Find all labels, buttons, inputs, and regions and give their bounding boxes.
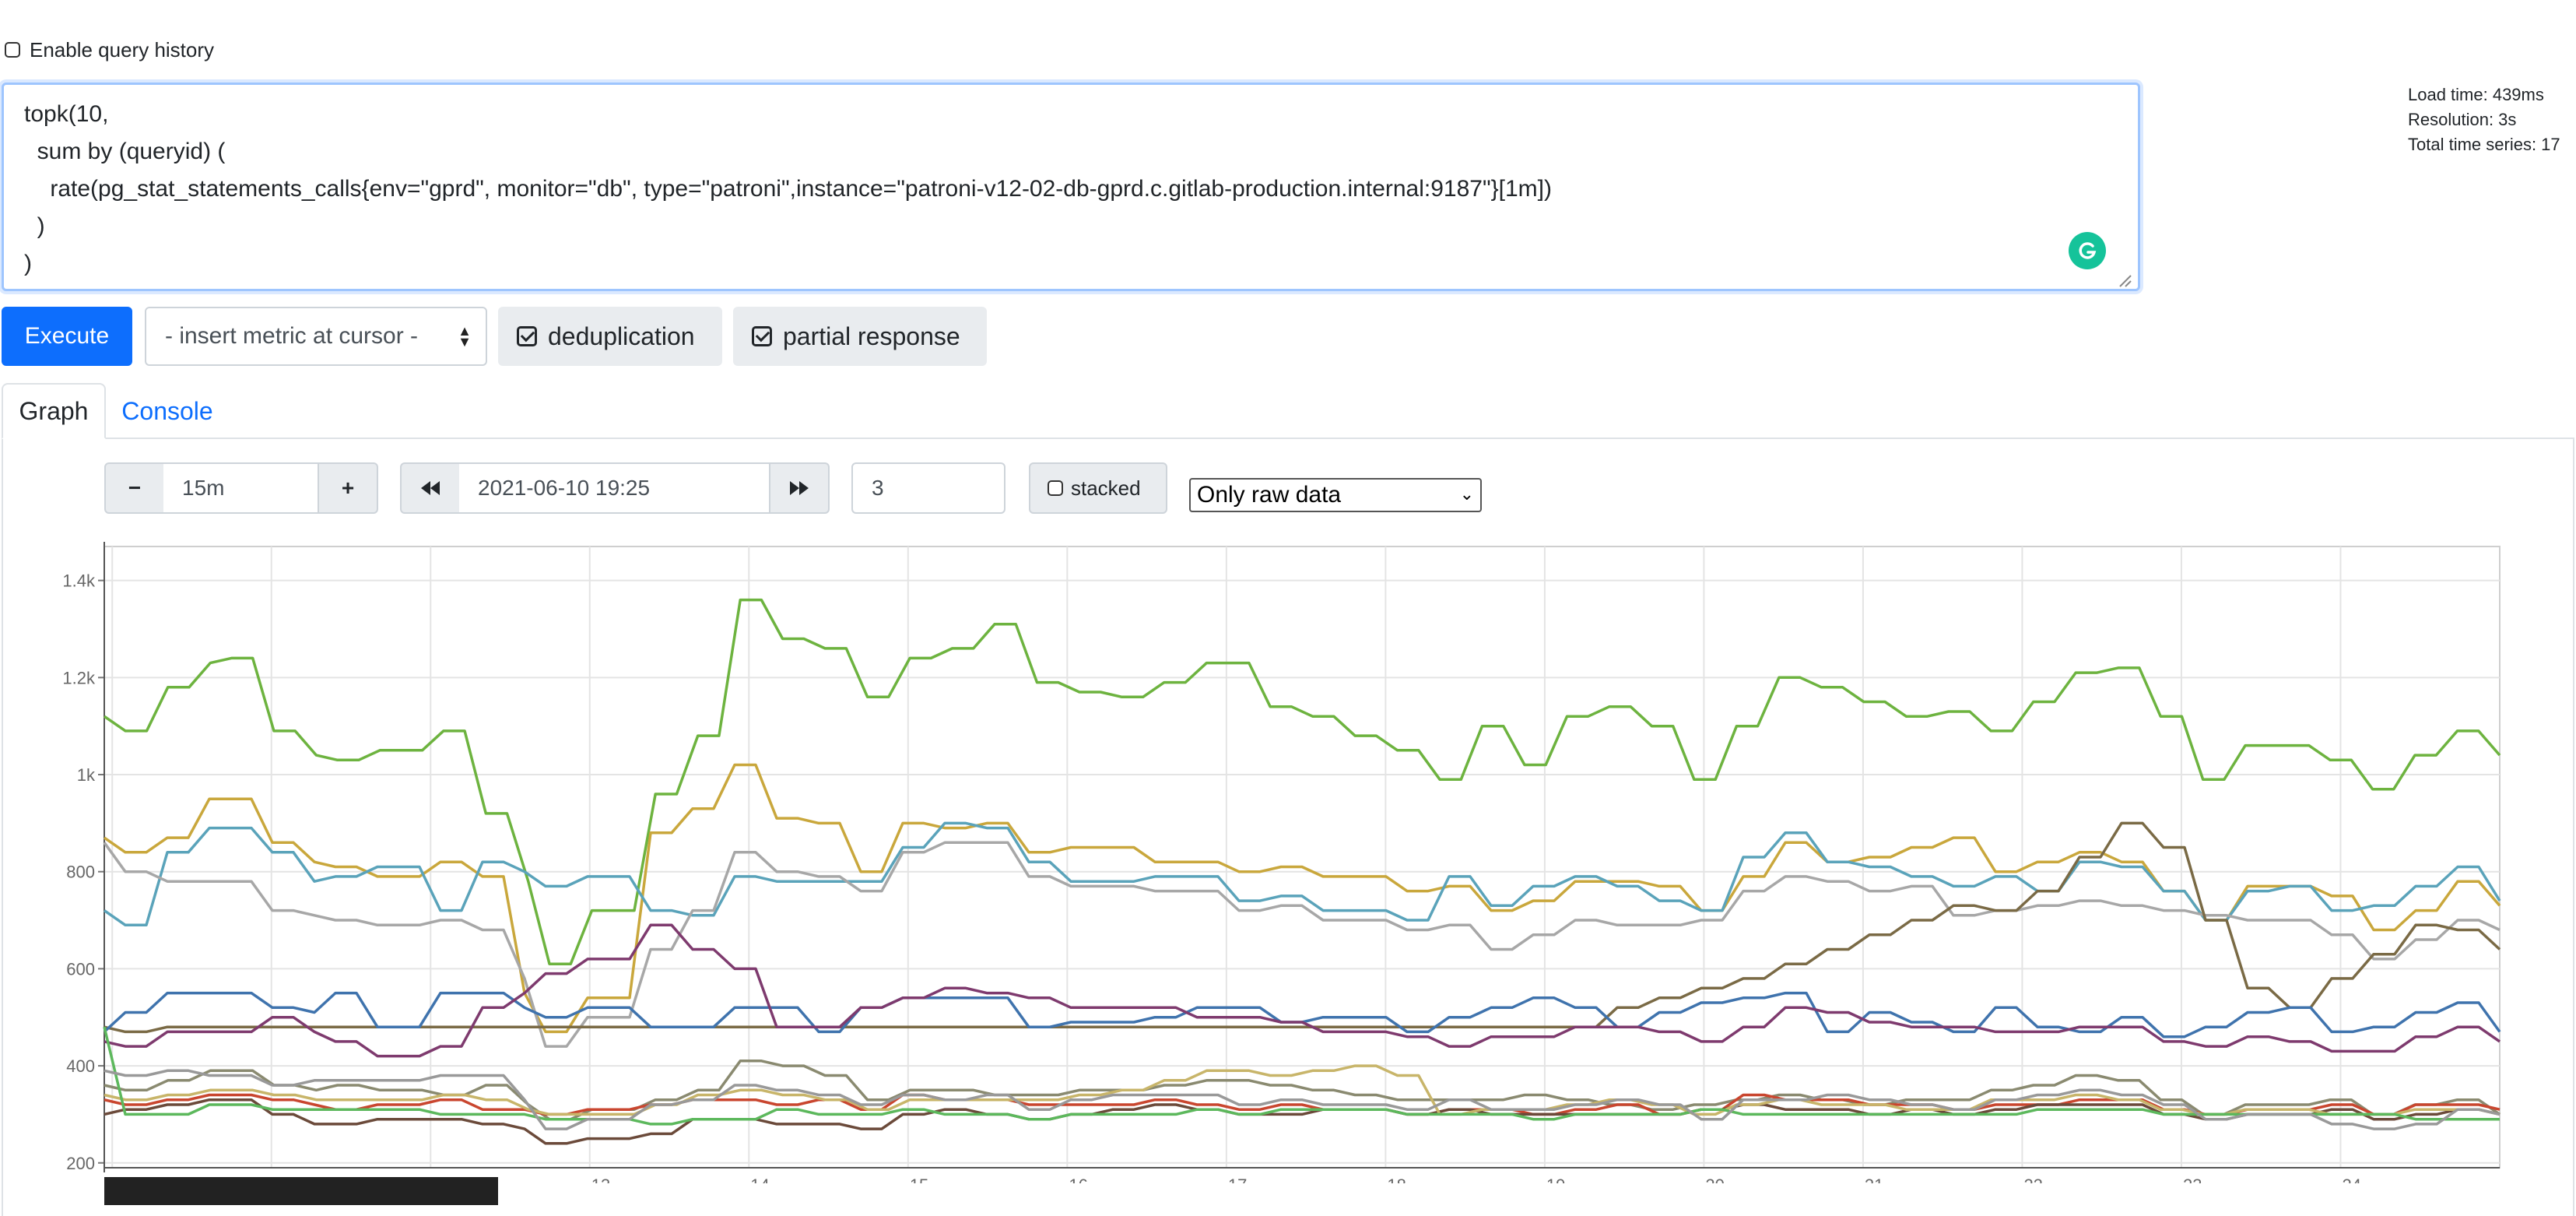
resolution-stat: Resolution: 3s	[2408, 110, 2517, 129]
x-tick-label: 24	[2342, 1176, 2360, 1183]
series-line[interactable]	[104, 1060, 2501, 1121]
x-tick-label: 20	[1705, 1176, 1724, 1183]
tab-divider	[106, 438, 2574, 439]
downsampling-value: Only raw data	[1197, 482, 1342, 508]
x-tick-label: 22	[2023, 1176, 2042, 1183]
query-line: rate(pg_stat_statements_calls{env="gprd"…	[24, 176, 1552, 202]
query-editor[interactable]: topk(10, sum by (queryid) ( rate(pg_stat…	[2, 83, 2140, 291]
x-tick-label: 23	[2183, 1176, 2202, 1183]
series-line[interactable]	[104, 923, 2501, 1058]
deduplication-button[interactable]: deduplication	[498, 307, 722, 366]
x-tick-label: 15	[910, 1176, 928, 1183]
y-tick-label: 1k	[77, 765, 96, 785]
resolution-input[interactable]: 3	[851, 462, 1005, 514]
query-history-checkbox[interactable]	[5, 42, 20, 58]
series-line[interactable]	[104, 1069, 2501, 1130]
range-input[interactable]: 15m	[163, 462, 319, 514]
series-line[interactable]	[104, 763, 2501, 1034]
insert-metric-label: - insert metric at cursor -	[165, 323, 419, 349]
execute-button[interactable]: Execute	[2, 307, 132, 366]
x-tick-label: 19	[1546, 1176, 1565, 1183]
grammarly-icon[interactable]	[2069, 232, 2106, 269]
series-line[interactable]	[104, 598, 2501, 965]
total-series: Total time series: 17	[2408, 135, 2560, 154]
series-line[interactable]	[104, 821, 2501, 1034]
insert-metric-select[interactable]: - insert metric at cursor - ▲ ▼	[145, 307, 487, 366]
x-tick-label: 16	[1069, 1176, 1087, 1183]
graph-panel	[2, 438, 2574, 1216]
stacked-label: stacked	[1071, 476, 1141, 500]
x-tick-label: 13	[591, 1176, 610, 1183]
query-history-toggle[interactable]: Enable query history	[5, 34, 214, 65]
x-tick-label: 18	[1387, 1176, 1406, 1183]
partial-response-label: partial response	[783, 322, 960, 350]
y-tick-label: 600	[66, 959, 95, 979]
series-line[interactable]	[103, 1026, 2500, 1126]
query-line: )	[24, 251, 32, 276]
backward-icon	[421, 481, 440, 495]
deduplication-label: deduplication	[548, 322, 695, 350]
query-line: topk(10,	[24, 101, 109, 127]
query-stats: Load time: 439ms Resolution: 3s Total ti…	[2408, 83, 2560, 157]
stacked-button[interactable]: stacked	[1029, 462, 1167, 514]
query-history-label: Enable query history	[30, 37, 215, 62]
partial-response-button[interactable]: partial response	[733, 307, 987, 366]
y-tick-label: 1.2k	[62, 668, 96, 687]
series-line[interactable]	[104, 1093, 2501, 1116]
y-tick-label: 400	[66, 1056, 95, 1076]
series-line[interactable]	[104, 821, 2501, 927]
chevron-down-icon: ⌄	[1459, 484, 1474, 504]
x-tick-label: 21	[1865, 1176, 1883, 1183]
load-time: Load time: 439ms	[2408, 85, 2544, 104]
range-decrease-button[interactable]: −	[104, 462, 165, 514]
y-tick-label: 1.4k	[62, 571, 96, 591]
end-time-input[interactable]: 2021-06-10 19:25	[459, 462, 770, 514]
series-line[interactable]	[104, 1064, 2501, 1116]
select-arrows-icon: ▲ ▼	[458, 323, 472, 350]
tab-graph[interactable]: Graph	[2, 383, 106, 439]
series-line[interactable]	[104, 1098, 2501, 1145]
time-back-button[interactable]	[400, 462, 461, 514]
resize-grip-icon[interactable]	[2118, 274, 2132, 288]
x-tick-label: 14	[750, 1176, 769, 1183]
stacked-checkbox	[1048, 480, 1063, 496]
time-series-chart: 2004006008001k1.2k1.4k101112131415161718…	[62, 542, 2501, 1183]
check-icon	[752, 326, 772, 346]
query-line: sum by (queryid) (	[24, 139, 226, 164]
y-tick-label: 800	[66, 863, 95, 882]
time-forward-button[interactable]	[769, 462, 830, 514]
x-tick-label: 17	[1228, 1176, 1247, 1183]
legend-panel	[104, 1177, 498, 1205]
forward-icon	[790, 481, 809, 495]
series-line[interactable]	[103, 841, 2501, 1048]
range-increase-button[interactable]: +	[318, 462, 378, 514]
y-tick-label: 200	[66, 1154, 95, 1173]
tab-console[interactable]: Console	[121, 396, 213, 425]
check-icon	[517, 326, 537, 346]
downsampling-select[interactable]: Only raw data ⌄	[1189, 478, 1482, 512]
query-line: )	[24, 213, 45, 239]
